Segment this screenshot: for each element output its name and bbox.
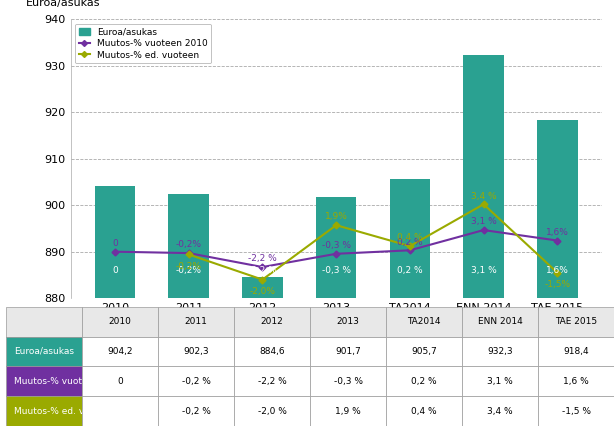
- Muutos-% vuoteen 2010: [111, 249, 119, 254]
- Bar: [168, 195, 209, 298]
- Legend: Euroa/asukas, Muutos-% vuoteen 2010, Muutos-% ed. vuoteen: Euroa/asukas, Muutos-% vuoteen 2010, Muu…: [75, 24, 211, 63]
- Text: 3,1 %: 3,1 %: [471, 266, 497, 275]
- Muutos-% ed. vuoteen: [480, 201, 488, 207]
- Muutos-% ed. vuoteen: [185, 252, 192, 257]
- Muutos-% vuoteen 2010: [554, 238, 561, 243]
- Bar: [390, 178, 430, 298]
- Muutos-% vuoteen 2010: [406, 248, 414, 253]
- Text: -2,0%: -2,0%: [249, 287, 276, 296]
- Text: 0: 0: [112, 239, 118, 248]
- Muutos-% ed. vuoteen: [406, 244, 414, 249]
- Muutos-% ed. vuoteen: [333, 223, 340, 228]
- Text: 1,6%: 1,6%: [546, 266, 569, 275]
- Muutos-% ed. vuoteen: [554, 270, 561, 275]
- Bar: [464, 55, 504, 298]
- Text: 0,4 %: 0,4 %: [397, 233, 422, 242]
- Bar: [537, 120, 578, 298]
- Text: 0: 0: [112, 266, 118, 275]
- Text: 3,1 %: 3,1 %: [471, 217, 497, 226]
- Text: -0,2%: -0,2%: [176, 266, 202, 275]
- Text: -0,3 %: -0,3 %: [322, 241, 351, 250]
- Line: Muutos-% vuoteen 2010: Muutos-% vuoteen 2010: [112, 227, 560, 270]
- Muutos-% vuoteen 2010: [333, 251, 340, 256]
- Text: -0,2%: -0,2%: [176, 262, 202, 271]
- Bar: [95, 186, 135, 298]
- Text: 1,6%: 1,6%: [546, 228, 569, 237]
- Muutos-% ed. vuoteen: [258, 277, 266, 282]
- Text: -0,3 %: -0,3 %: [322, 266, 351, 275]
- Line: Muutos-% ed. vuoteen: Muutos-% ed. vuoteen: [186, 202, 560, 282]
- Text: -1,5%: -1,5%: [544, 280, 570, 289]
- Text: 0,2 %: 0,2 %: [397, 238, 422, 247]
- Text: 0,2 %: 0,2 %: [397, 266, 422, 275]
- Text: 1,9%: 1,9%: [325, 213, 348, 222]
- Bar: [242, 277, 282, 298]
- Text: -0,2%: -0,2%: [176, 240, 202, 249]
- Text: 3,4 %: 3,4 %: [471, 192, 496, 201]
- Muutos-% vuoteen 2010: [258, 265, 266, 270]
- Bar: [316, 197, 357, 298]
- Muutos-% vuoteen 2010: [480, 227, 488, 233]
- Text: -2,2 %: -2,2 %: [248, 266, 277, 275]
- Muutos-% vuoteen 2010: [185, 250, 192, 256]
- Text: -2,2 %: -2,2 %: [248, 254, 277, 263]
- Text: Euroa/asukas: Euroa/asukas: [25, 0, 100, 8]
